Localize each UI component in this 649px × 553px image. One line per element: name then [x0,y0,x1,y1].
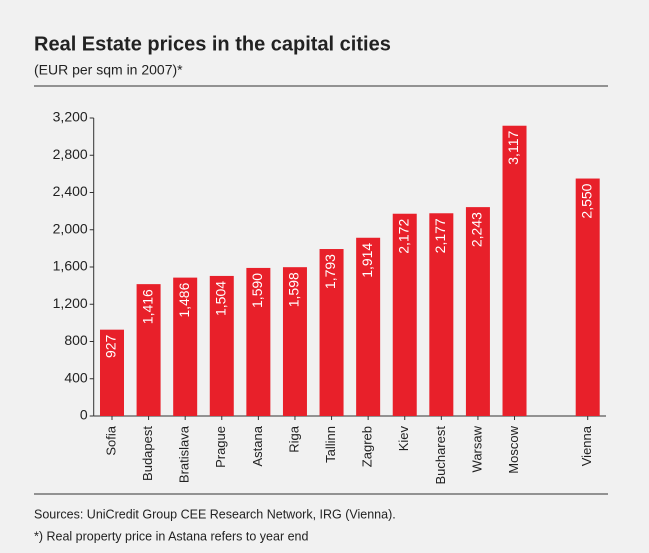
bar [429,213,454,416]
x-tick-label: Budapest [140,426,155,481]
y-tick-label: 800 [64,332,88,348]
chart-title: Real Estate prices in the capital cities [34,33,391,55]
value-label: 1,504 [212,281,228,316]
y-tick-label: 0 [80,407,88,423]
value-label: 2,550 [578,183,594,218]
value-label: 1,793 [322,254,338,289]
y-tick-label: 1,200 [53,295,88,311]
bar [173,277,198,416]
sources: Sources: UniCredit Group CEE Research Ne… [34,507,396,521]
x-tick-label: Bucharest [433,426,448,485]
x-tick-label: Astana [250,425,265,466]
bar [99,329,124,416]
x-tick-label: Vienna [579,425,594,466]
value-label: 927 [103,334,119,358]
bar [246,267,271,416]
value-label: 1,590 [249,273,265,308]
value-label: 1,416 [139,289,155,324]
x-tick-label: Bratislava [177,425,192,483]
chart-subtitle: (EUR per sqm in 2007)* [34,62,183,78]
value-label: 2,177 [432,218,448,253]
y-tick-label: 1,600 [53,258,88,274]
bar [282,267,307,416]
bar [575,178,600,416]
value-label: 1,914 [359,243,375,278]
x-tick-label: Prague [213,426,228,468]
y-tick-label: 2,800 [53,146,88,162]
bar [502,125,527,417]
value-label: 1,598 [286,272,302,307]
y-tick-label: 3,200 [53,109,88,125]
x-tick-label: Tallinn [323,426,338,463]
y-tick-label: 400 [64,369,88,385]
x-tick-label: Riga [286,425,301,453]
x-tick-label: Sofia [103,425,118,455]
x-tick-label: Zagreb [360,426,375,467]
bar [465,207,490,416]
bar [319,249,344,416]
value-label: 2,172 [395,219,411,254]
value-label: 3,117 [505,131,521,165]
y-tick-label: 2,400 [53,183,88,199]
x-tick-label: Kiev [396,426,411,452]
value-label: 2,243 [469,212,485,247]
bar [356,237,381,416]
bar [136,284,161,416]
footnote: *) Real property price in Astana refers … [34,529,308,543]
value-label: 1,486 [176,282,192,317]
x-tick-label: Warsaw [469,425,484,472]
bar [209,275,234,416]
x-tick-label: Moscow [506,425,521,473]
y-tick-label: 2,000 [53,220,88,236]
bar [392,213,417,416]
